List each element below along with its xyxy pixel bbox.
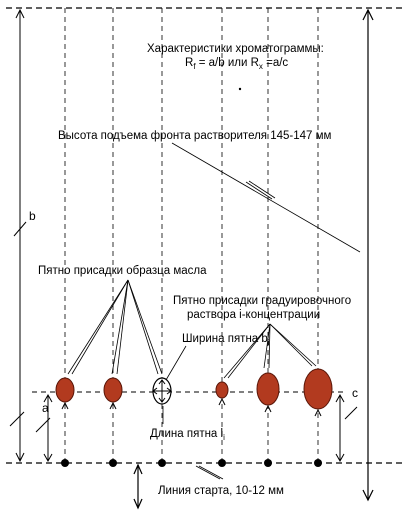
start-point: [264, 459, 272, 467]
measured-spot: [152, 377, 172, 405]
spot-width-label: Ширина пятна bi: [182, 333, 270, 347]
start-point: [109, 459, 117, 467]
calibration-spot: [215, 381, 229, 399]
migration-arrows: [61, 397, 322, 417]
lane-lines: [64, 8, 319, 463]
front-height-label: Высота подъема фронта растворителя 145-1…: [58, 130, 332, 142]
spot-length-label: Длина пятна li: [150, 428, 225, 442]
calibration-label-line1: Пятно присадки градуировочного: [173, 295, 351, 307]
dimension-b: [9, 8, 27, 463]
start-point: [158, 459, 166, 467]
migration-arrow: [61, 401, 69, 410]
start-point: [61, 459, 69, 467]
start-points: [61, 459, 322, 467]
migration-arrow: [218, 397, 226, 406]
oil-sample-leaders: [67, 279, 163, 375]
start-line-arrow: [133, 463, 143, 510]
start-point: [314, 459, 322, 467]
diagram-title: Характеристики хроматограммы:: [147, 43, 324, 55]
spots: [55, 368, 333, 410]
migration-arrow: [314, 408, 322, 417]
migration-arrow: [264, 404, 272, 413]
dimension-c-label: c: [352, 386, 358, 400]
calibration-label-line2: раствора i-концентрации: [187, 309, 320, 321]
start-point: [218, 459, 226, 467]
oil-sample-label: Пятно присадки образца масла: [38, 265, 207, 277]
calibration-leaders: [223, 323, 317, 379]
spot-width-leader: [165, 345, 187, 381]
start-line-leader: [195, 465, 224, 480]
stray-dot: [238, 87, 242, 91]
dimension-a-label: a: [42, 401, 49, 415]
front-height-leader: [171, 142, 361, 253]
migration-arrow: [109, 401, 117, 410]
oil-sample-spot: [103, 377, 123, 403]
front-height-arrow: [362, 8, 374, 502]
dimension-a: [35, 393, 53, 463]
calibration-spot: [303, 368, 333, 410]
dimension-b-label: b: [29, 209, 36, 223]
start-line-label: Линия старта, 10-12 мм: [158, 485, 284, 497]
calibration-spot: [256, 372, 280, 406]
rf-formula: Rf = a/b или Rx =a/c: [185, 57, 288, 71]
dimension-c: [335, 393, 358, 463]
oil-sample-spot: [55, 377, 75, 403]
